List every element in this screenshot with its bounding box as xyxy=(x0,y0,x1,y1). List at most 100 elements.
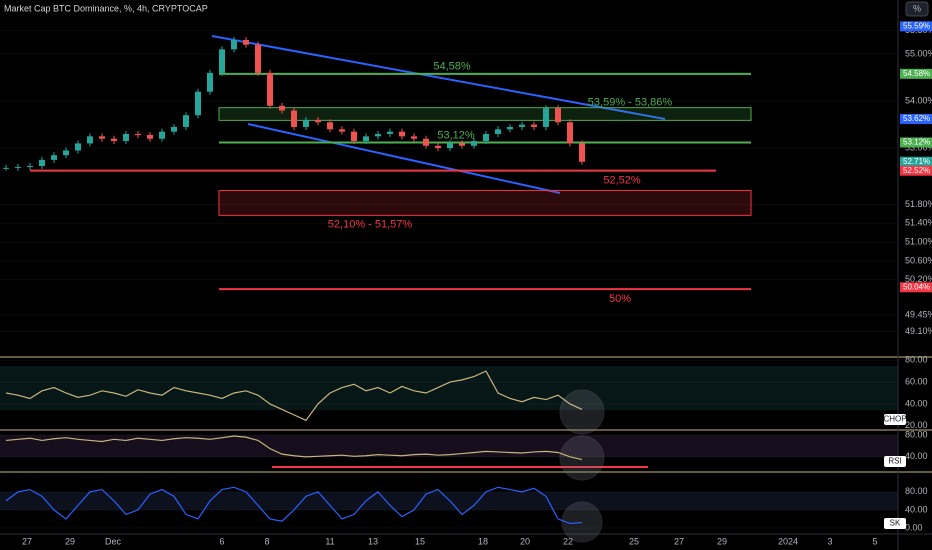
candle-body xyxy=(291,110,297,127)
price-badge-label: 52.71% xyxy=(903,157,930,166)
candle-body xyxy=(567,122,573,144)
candle-body xyxy=(327,122,333,130)
candle-body xyxy=(351,131,357,142)
indicator-line xyxy=(5,486,583,525)
level-label: 50% xyxy=(609,293,631,305)
x-tick-label: 6 xyxy=(219,536,224,546)
candle-body xyxy=(315,119,321,123)
y-tick-label: 51.40% xyxy=(905,218,932,228)
price-zone xyxy=(218,189,752,216)
y-tick-label: 53.00% xyxy=(905,142,932,152)
chart-title: Market Cap BTC Dominance, %, 4h, CRYPTOC… xyxy=(4,3,208,13)
price-badge xyxy=(900,68,932,79)
price-badge-label: 52.52% xyxy=(903,166,930,175)
indicator-tag xyxy=(884,414,906,425)
x-tick-label: 13 xyxy=(368,536,378,546)
candle-body xyxy=(555,108,561,123)
price-badge-label: 50.04% xyxy=(903,282,930,291)
x-tick-label: 25 xyxy=(629,536,639,546)
candle-body xyxy=(423,138,429,146)
y-tick-label: 40.00 xyxy=(905,504,928,514)
zone-label: 52,10% - 51,57% xyxy=(328,218,413,230)
price-badge-label: 55.59% xyxy=(903,21,930,30)
y-tick-label: 51.80% xyxy=(905,199,932,209)
candle-body xyxy=(531,124,537,127)
candle-body xyxy=(75,143,81,151)
price-badge xyxy=(900,137,932,148)
scale-button-label[interactable]: % xyxy=(913,3,921,13)
x-tick-label: 8 xyxy=(264,536,269,546)
candle-body xyxy=(339,129,345,132)
y-tick-label: 51.00% xyxy=(905,237,932,247)
price-zone xyxy=(218,107,752,121)
rsi-band xyxy=(0,435,898,457)
y-tick-label: 80.00 xyxy=(905,355,928,365)
candle-body xyxy=(147,134,153,139)
candle-body xyxy=(267,72,273,106)
indicator-tag xyxy=(884,518,906,529)
indicator-line xyxy=(5,435,583,461)
level-label: 53,12% xyxy=(437,129,475,141)
zone-label: 53,59% - 53,86% xyxy=(588,97,673,109)
stoch-band xyxy=(0,492,898,510)
chop-band xyxy=(0,366,898,410)
x-tick-label: Dec xyxy=(105,536,122,546)
candle-body xyxy=(543,108,549,127)
highlight-circle xyxy=(559,389,605,435)
price-badge-label: 53.62% xyxy=(903,114,930,123)
y-tick-label: 40.00 xyxy=(905,398,928,408)
price-badge xyxy=(900,21,932,32)
level-label: 52,52% xyxy=(603,175,641,187)
x-tick-label: 20 xyxy=(520,536,530,546)
indicator-line xyxy=(5,370,583,422)
x-tick-label: 22 xyxy=(563,536,573,546)
price-badge xyxy=(900,156,932,167)
candle-body xyxy=(99,136,105,139)
candle-body xyxy=(243,39,249,45)
y-tick-label: 80.00 xyxy=(905,486,928,496)
candle-body xyxy=(63,150,69,156)
x-tick-label: 15 xyxy=(415,536,425,546)
channel-line-top xyxy=(211,35,666,120)
y-tick-label: 60.00 xyxy=(905,376,928,386)
candle-body xyxy=(231,39,237,50)
candle-body xyxy=(495,129,501,135)
x-tick-label: 11 xyxy=(325,536,334,546)
candle-body xyxy=(39,159,45,166)
indicator-name: SK xyxy=(890,519,901,528)
indicator-name: CHOP xyxy=(883,415,906,424)
candle-body xyxy=(3,167,9,169)
price-badge xyxy=(900,113,932,124)
x-tick-label: 27 xyxy=(22,536,32,546)
candle-body xyxy=(183,115,189,127)
y-tick-label: 50.20% xyxy=(905,274,932,284)
x-tick-label: 3 xyxy=(827,536,832,546)
y-tick-label: 49.45% xyxy=(905,309,932,319)
candle-body xyxy=(447,143,453,149)
candle-body xyxy=(471,141,477,146)
y-tick-label: 40.00 xyxy=(905,451,928,461)
x-tick-label: 18 xyxy=(478,536,488,546)
candle-body xyxy=(207,72,213,92)
scale-button[interactable] xyxy=(905,1,929,17)
candle-body xyxy=(399,131,405,137)
y-tick-label: 55.00% xyxy=(905,48,932,58)
highlight-circle xyxy=(561,501,603,543)
candle-body xyxy=(135,134,141,136)
level-label: 54,58% xyxy=(433,61,471,73)
candle-body xyxy=(483,134,489,142)
price-badge xyxy=(900,165,932,176)
candle-body xyxy=(363,136,369,142)
channel-line-bottom xyxy=(247,123,561,194)
candle-body xyxy=(159,131,165,139)
candle-body xyxy=(255,44,261,73)
y-tick-label: 54.00% xyxy=(905,95,932,105)
candle-body xyxy=(111,138,117,142)
candle-body xyxy=(51,155,57,160)
y-tick-label: 80.00 xyxy=(905,429,928,439)
candle-body xyxy=(219,49,225,73)
candle-body xyxy=(435,145,441,149)
x-tick-label: 29 xyxy=(717,536,727,546)
